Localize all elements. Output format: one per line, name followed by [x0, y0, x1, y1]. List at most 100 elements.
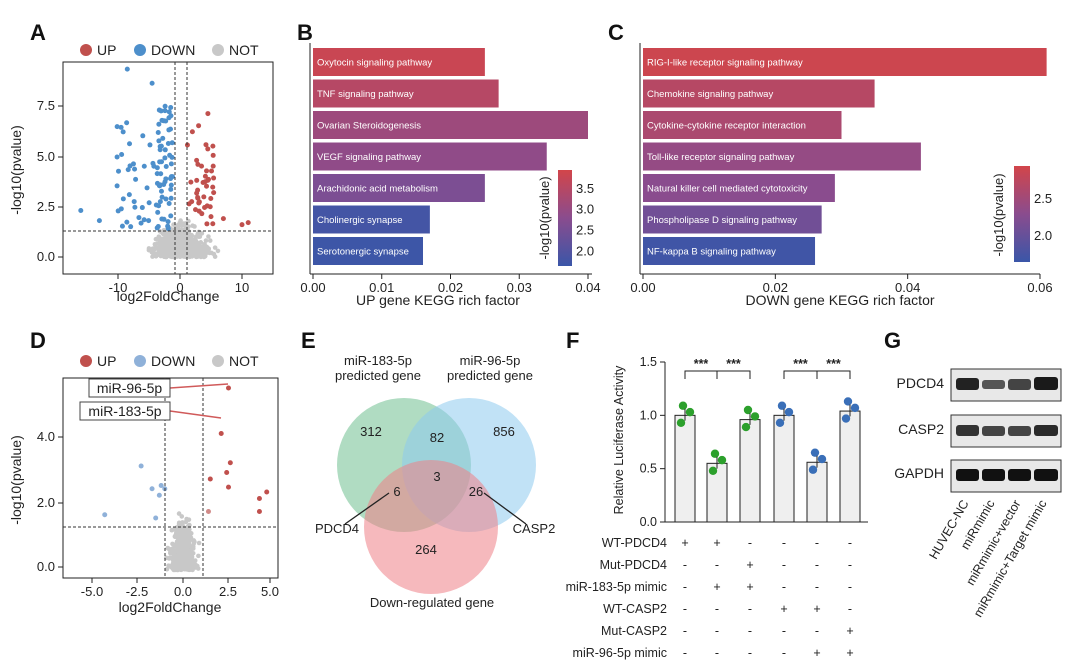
point-not: [159, 237, 164, 242]
colorbar: [1014, 166, 1030, 262]
replicate-point: [817, 454, 827, 464]
point-down: [155, 129, 161, 135]
condition-mark: -: [815, 580, 819, 594]
kegg-bar-label: NF-kappa B signaling pathway: [647, 247, 776, 258]
x-tick-label: -5.0: [81, 584, 103, 599]
point-up: [184, 142, 190, 148]
kegg-bar: [643, 142, 921, 171]
replicate-point: [843, 397, 853, 406]
blot-row-label: GAPDH: [894, 465, 944, 481]
significance-label: ***: [726, 357, 741, 371]
point-not: [164, 566, 170, 572]
condition-mark: +: [846, 646, 853, 660]
band: [1034, 377, 1058, 390]
lane-label: HUVEC-NC: [926, 498, 971, 562]
luciferase-bar: [674, 414, 696, 523]
point-not: [183, 535, 188, 541]
point-up: [205, 111, 211, 117]
point-up: [202, 179, 208, 185]
condition-mark: -: [715, 646, 719, 660]
significance-bracket: [816, 370, 851, 379]
point-up: [208, 196, 214, 202]
condition-mark: +: [746, 558, 753, 572]
blot-row-label: PDCD4: [897, 375, 945, 391]
x-axis-label: log2FoldChange: [117, 288, 220, 304]
point-up: [226, 484, 231, 490]
kegg-bar: [313, 142, 547, 171]
point-down: [162, 103, 168, 109]
y-axis-label: -log10(pvalue): [8, 125, 24, 215]
kegg-bar-label: Chemokine signaling pathway: [647, 89, 773, 100]
legend-down-label: DOWN: [151, 42, 195, 58]
point-not: [165, 545, 171, 551]
point-up: [256, 509, 262, 514]
venn-diagram: miR-183-5p predicted gene miR-96-5p pred…: [315, 353, 555, 610]
replicate-point: [678, 401, 688, 410]
point-not: [182, 242, 188, 247]
x-tick-label: 0.01: [369, 280, 394, 295]
condition-mark: -: [715, 558, 719, 572]
condition-mark: +: [780, 602, 787, 616]
point-down: [165, 140, 171, 146]
replicate-point: [841, 414, 851, 423]
point-down: [165, 223, 171, 229]
venn-set-3-label: Down-regulated gene: [370, 595, 494, 610]
point-down: [154, 165, 160, 171]
colorbar-tick-label: 3.0: [576, 202, 594, 217]
point-not: [198, 254, 204, 260]
point-down: [96, 218, 102, 224]
point-not: [182, 554, 188, 560]
kegg-bar: [643, 48, 1047, 76]
point-up: [211, 175, 217, 181]
point-down: [114, 154, 120, 160]
point-up: [218, 431, 224, 436]
point-not: [198, 244, 204, 250]
point-not: [202, 241, 207, 247]
x-tick-label: 0.02: [438, 280, 463, 295]
point-up: [239, 222, 245, 228]
kegg-bar: [643, 237, 816, 265]
point-down: [168, 186, 174, 192]
condition-mark: -: [848, 558, 852, 572]
volcano-a-points: [78, 66, 251, 260]
legend-not-dot: [212, 44, 224, 56]
condition-mark: -: [815, 558, 819, 572]
significance-bracket: [716, 370, 751, 379]
point-not: [182, 223, 188, 229]
colorbar-tick-label: 2.0: [1034, 228, 1052, 243]
condition-label: miR-96-5p mimic: [573, 646, 667, 660]
venn-gene-pdcd4: PDCD4: [315, 521, 359, 536]
point-down: [162, 147, 168, 153]
condition-mark: -: [748, 536, 752, 550]
point-down: [159, 117, 165, 123]
x-tick-label: 0.00: [300, 280, 325, 295]
y-axis-label: -log10(pvalue): [8, 435, 24, 525]
condition-mark: +: [813, 602, 820, 616]
y-tick-label: 7.5: [37, 98, 55, 113]
point-down: [168, 213, 174, 219]
point-down: [166, 109, 172, 115]
condition-mark: -: [848, 580, 852, 594]
legend-up-dot: [80, 355, 92, 367]
band: [1008, 469, 1031, 481]
y-tick-label: 4.0: [37, 429, 55, 444]
point-up: [245, 220, 251, 226]
point-down: [163, 196, 169, 202]
point-not: [192, 539, 197, 545]
point-not: [196, 553, 201, 559]
venn-count-23: 26: [469, 484, 483, 499]
significance-label: ***: [694, 357, 709, 371]
volcano-d-points: [102, 385, 270, 573]
venn-count-set3: 264: [415, 542, 437, 557]
point-down: [161, 182, 167, 188]
point-up: [199, 163, 205, 169]
point-up: [188, 179, 194, 185]
condition-label: miR-183-5p mimic: [566, 580, 667, 594]
y-tick-label: 0.0: [37, 559, 55, 574]
point-not: [196, 540, 202, 546]
condition-mark: -: [683, 646, 687, 660]
point-not: [188, 251, 194, 256]
venn-count-13: 6: [393, 484, 400, 499]
point-not: [163, 239, 168, 245]
